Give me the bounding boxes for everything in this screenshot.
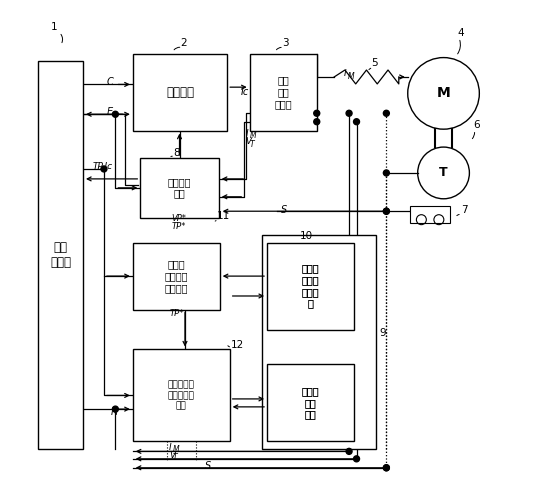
Text: 6: 6 [473,120,480,130]
Text: E: E [107,107,113,117]
Text: M: M [348,72,355,81]
Text: M: M [250,131,256,140]
Bar [262,235,376,449]
Bar [38,61,83,449]
Circle shape [346,448,352,454]
Text: TP*: TP* [170,308,184,318]
Text: I: I [246,128,248,138]
Circle shape [113,406,119,412]
Text: 1: 1 [51,22,57,32]
Circle shape [384,465,390,471]
Text: 电梯
控制板: 电梯 控制板 [50,241,71,269]
Text: 4: 4 [458,28,464,38]
Bar [267,242,354,330]
Text: N: N [110,407,118,417]
Bar [133,350,230,442]
Text: 10: 10 [300,231,313,241]
Text: V: V [246,137,252,146]
Circle shape [314,110,320,116]
Circle shape [354,118,360,124]
Text: S: S [205,461,211,471]
Circle shape [384,465,390,471]
Circle shape [101,166,107,172]
Text: M: M [172,446,179,454]
Circle shape [354,456,360,462]
Text: C: C [107,78,114,88]
Text: S: S [281,204,287,214]
Text: 11: 11 [217,211,231,221]
Bar [410,206,450,222]
Text: T: T [439,166,448,179]
Text: 门控制器: 门控制器 [166,86,194,98]
Circle shape [113,112,119,117]
Text: V: V [169,451,175,460]
Text: T: T [172,454,177,462]
Text: 门控制
楼层数据
提取手段: 门控制 楼层数据 提取手段 [164,260,188,292]
Text: 3: 3 [282,38,288,48]
Circle shape [384,170,390,176]
Text: 门控制
楼层数
据存储
部: 门控制 楼层数 据存储 部 [302,264,319,308]
Circle shape [384,208,390,214]
Bar [267,364,354,442]
Text: 过载检测
手段: 过载检测 手段 [168,177,191,199]
Circle shape [384,110,390,116]
Bar [250,54,317,130]
Text: 门电
动机
驱动器: 门电 动机 驱动器 [274,76,292,108]
Circle shape [346,110,352,116]
Text: M: M [437,86,450,101]
Text: 门控制楼层
数据再设定
手段: 门控制楼层 数据再设定 手段 [168,380,195,410]
Text: 8: 8 [174,148,180,158]
Text: I: I [344,70,347,78]
Text: VP*: VP* [171,214,187,223]
Text: 门控制
楼层数
据存储
部: 门控制 楼层数 据存储 部 [302,264,319,308]
Text: TP,Ic: TP,Ic [93,162,113,171]
Circle shape [384,208,390,214]
Text: TP*: TP* [171,222,186,231]
Text: T: T [250,140,255,148]
Bar [267,242,354,330]
Bar [133,242,220,310]
Text: 12: 12 [231,340,244,350]
Text: 9: 9 [379,328,386,338]
Text: 开闭履
历存
储部: 开闭履 历存 储部 [302,386,319,420]
Text: 5: 5 [372,58,378,68]
Bar [267,364,354,442]
Bar [133,54,227,130]
Circle shape [314,118,320,124]
Text: Ic: Ic [240,87,249,97]
Text: 开闭履
历存
储部: 开闭履 历存 储部 [302,386,319,420]
Text: 2: 2 [180,38,187,48]
Text: I: I [169,443,172,452]
Text: 7: 7 [461,204,468,214]
Bar [140,158,219,218]
